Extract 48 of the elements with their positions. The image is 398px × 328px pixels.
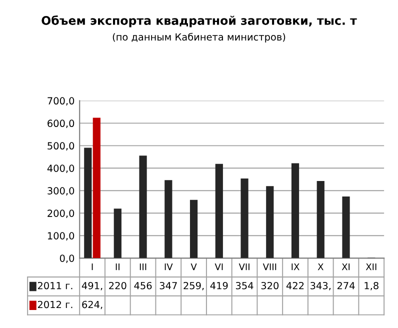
data-label: 491, <box>82 282 102 290</box>
y-tick-label: 500,0 <box>48 142 74 151</box>
data-label: 343, <box>310 282 331 290</box>
data-label: 422 <box>286 282 304 290</box>
bar <box>316 180 324 258</box>
data-label: 456 <box>134 282 152 290</box>
bar <box>240 178 248 258</box>
x-tick-label: IV <box>164 263 173 270</box>
data-label: 354 <box>236 282 254 290</box>
x-tick-label: VIII <box>262 263 276 270</box>
legend-label: 2011 г. <box>38 282 72 290</box>
y-tick-label: 0,0 <box>60 254 74 263</box>
x-tick-label: III <box>140 263 146 270</box>
chart-subtitle: (по данным Кабинета министров) <box>112 32 286 43</box>
bar <box>190 200 198 258</box>
data-label: 419 <box>210 282 228 290</box>
y-tick-label: 300,0 <box>48 187 74 196</box>
bar <box>92 118 100 258</box>
bar <box>291 163 300 258</box>
x-tick-label: XII <box>366 263 376 270</box>
bar <box>266 186 274 258</box>
y-tick-label: 700,0 <box>48 97 74 106</box>
data-label: 624, <box>82 300 102 310</box>
data-label: 220 <box>109 282 126 290</box>
x-tick-label: X <box>318 263 324 270</box>
y-tick-label: 200,0 <box>48 210 74 218</box>
legend-label: 2012 г. <box>38 300 72 308</box>
y-tick-label: 400,0 <box>47 164 74 173</box>
x-tick-label: VII <box>238 263 250 270</box>
chart-title: Объем экспорта квадратной заготовки, тыс. т <box>42 15 357 28</box>
bar <box>215 164 223 258</box>
bar <box>139 156 147 258</box>
x-tick-label: IX <box>292 263 300 270</box>
y-tick-label: 600,0 <box>48 120 74 128</box>
data-label: 259, <box>184 282 204 290</box>
x-tick-label: XI <box>342 263 350 270</box>
x-tick-label: V <box>190 263 197 270</box>
data-label: 1,8 <box>364 282 378 290</box>
bar <box>114 208 122 258</box>
data-label: 320 <box>261 282 279 290</box>
x-tick-label: VI <box>214 263 223 270</box>
x-tick-label: II <box>116 263 120 270</box>
x-tick-label: I <box>92 263 93 270</box>
data-label: 347 <box>160 282 177 290</box>
bar <box>164 180 172 258</box>
y-tick-label: 100,0 <box>48 232 74 240</box>
bar <box>342 196 350 258</box>
data-label: 274 <box>337 282 355 290</box>
